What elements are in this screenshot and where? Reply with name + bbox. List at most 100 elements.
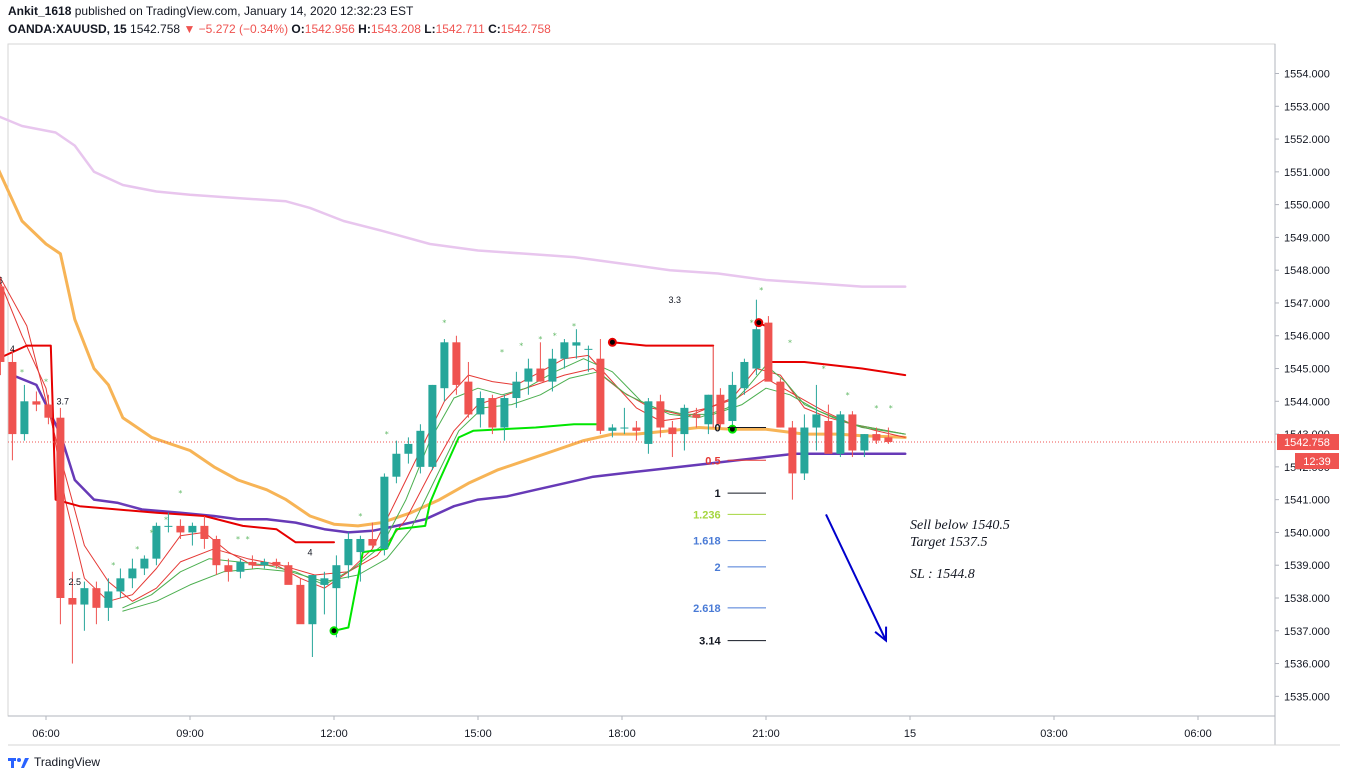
candle-body xyxy=(764,322,773,382)
publish-info: Ankit_1618 published on TradingView.com,… xyxy=(8,4,413,18)
last-price-badge-label: 1542.758 xyxy=(1284,437,1330,449)
star-marker: * xyxy=(846,391,850,400)
candle-body xyxy=(68,597,77,605)
candle-body xyxy=(356,538,365,553)
candle-body xyxy=(836,414,845,454)
candle-body xyxy=(116,578,125,592)
candle-body xyxy=(104,591,113,608)
star-marker: * xyxy=(385,430,389,439)
author-name[interactable]: Ankit_1618 xyxy=(8,4,72,18)
annotation-sl: SL : 1544.8 xyxy=(910,567,975,582)
annotation-target: Target 1537.5 xyxy=(910,535,988,550)
countdown-badge xyxy=(1295,453,1339,470)
y-tick-label: 1538.000 xyxy=(1284,593,1330,605)
star-marker: * xyxy=(572,322,576,331)
candle-count-label: 3.3 xyxy=(669,295,682,305)
fib-level-label: 2 xyxy=(714,562,720,574)
open-label: O: xyxy=(291,22,305,36)
indicator-line xyxy=(122,371,906,612)
y-tick-label: 1540.000 xyxy=(1284,527,1330,539)
candle-body xyxy=(824,420,833,454)
down-arrow-icon: ▼ xyxy=(183,22,196,36)
indicator-line xyxy=(0,344,335,544)
candle-body xyxy=(44,404,53,418)
sell-arrow-shaft xyxy=(825,513,887,642)
annotation-sell: Sell below 1540.5 xyxy=(910,518,1010,533)
high-label: H: xyxy=(358,22,371,36)
candle-body xyxy=(440,342,449,389)
candle-body xyxy=(680,407,689,435)
candle-body xyxy=(884,437,893,443)
star-marker: * xyxy=(358,512,362,521)
open-value: 1542.956 xyxy=(304,22,355,36)
star-marker: * xyxy=(20,368,24,377)
candle-body xyxy=(728,384,737,421)
star-marker: * xyxy=(44,378,48,387)
candle-body xyxy=(0,286,5,362)
indicator-line xyxy=(11,373,907,534)
star-marker: * xyxy=(178,489,182,498)
star-marker: * xyxy=(164,515,168,524)
candle-body xyxy=(872,434,881,441)
candle-body xyxy=(632,427,641,431)
star-marker: * xyxy=(500,348,504,357)
candle-body xyxy=(260,561,269,566)
price-change: −5.272 (−0.34%) xyxy=(198,22,289,36)
high-value: 1543.208 xyxy=(370,22,421,36)
x-tick-label: 21:00 xyxy=(752,728,780,740)
tradingview-logo-icon xyxy=(8,758,29,768)
candle-body xyxy=(392,453,401,477)
star-marker: * xyxy=(519,342,523,351)
y-tick-label: 1535.000 xyxy=(1284,691,1330,703)
star-marker: * xyxy=(538,335,542,344)
candle-body xyxy=(20,401,29,435)
indicator-line xyxy=(0,115,907,288)
candle-body xyxy=(152,525,161,559)
signal-dot xyxy=(329,626,339,636)
star-marker: * xyxy=(135,545,139,554)
candle-body xyxy=(716,394,725,425)
candle-body xyxy=(128,568,137,579)
candle-body xyxy=(428,384,437,467)
candle-body xyxy=(164,525,173,527)
footer-brand: TradingView xyxy=(8,755,100,769)
star-marker: * xyxy=(759,286,763,295)
candle-body xyxy=(248,561,257,566)
candle-body xyxy=(800,427,809,474)
star-marker: * xyxy=(111,561,115,570)
indicator-line xyxy=(333,423,604,632)
candle-body xyxy=(656,401,665,428)
candle-body xyxy=(212,538,221,566)
candle-body xyxy=(488,398,497,428)
y-tick-label: 1545.000 xyxy=(1284,364,1330,376)
signal-dot xyxy=(754,318,764,328)
fib-level-label: 1.618 xyxy=(693,536,721,548)
candle-body xyxy=(296,584,305,625)
ohlc-legend: OANDA:XAUUSD, 15 1542.758 ▼ −5.272 (−0.3… xyxy=(8,22,551,36)
fib-level-label: 1 xyxy=(714,488,720,500)
star-marker: * xyxy=(150,528,154,537)
last-price-badge xyxy=(1277,434,1339,451)
brand-name[interactable]: TradingView xyxy=(34,755,101,769)
x-tick-label: 12:00 xyxy=(320,728,348,740)
candle-body xyxy=(32,401,41,405)
candle-body xyxy=(776,381,785,428)
low-value: 1542.711 xyxy=(435,22,485,36)
countdown-label: 12:39 xyxy=(1303,456,1331,468)
candle-body xyxy=(416,430,425,467)
fib-level-label: 2.618 xyxy=(693,603,721,615)
y-tick-label: 1548.000 xyxy=(1284,265,1330,277)
star-marker: * xyxy=(442,319,446,328)
candle-body xyxy=(176,525,185,533)
y-tick-label: 1549.000 xyxy=(1284,232,1330,244)
x-tick-label: 15 xyxy=(904,728,916,740)
star-marker: * xyxy=(236,535,240,544)
candle-body xyxy=(860,434,869,451)
candle-body xyxy=(368,538,377,546)
symbol-label[interactable]: OANDA:XAUUSD, 15 xyxy=(8,22,127,36)
candle-body xyxy=(812,414,821,428)
x-tick-label: 15:00 xyxy=(464,728,492,740)
star-marker: * xyxy=(553,332,557,341)
indicator-line xyxy=(611,341,715,347)
